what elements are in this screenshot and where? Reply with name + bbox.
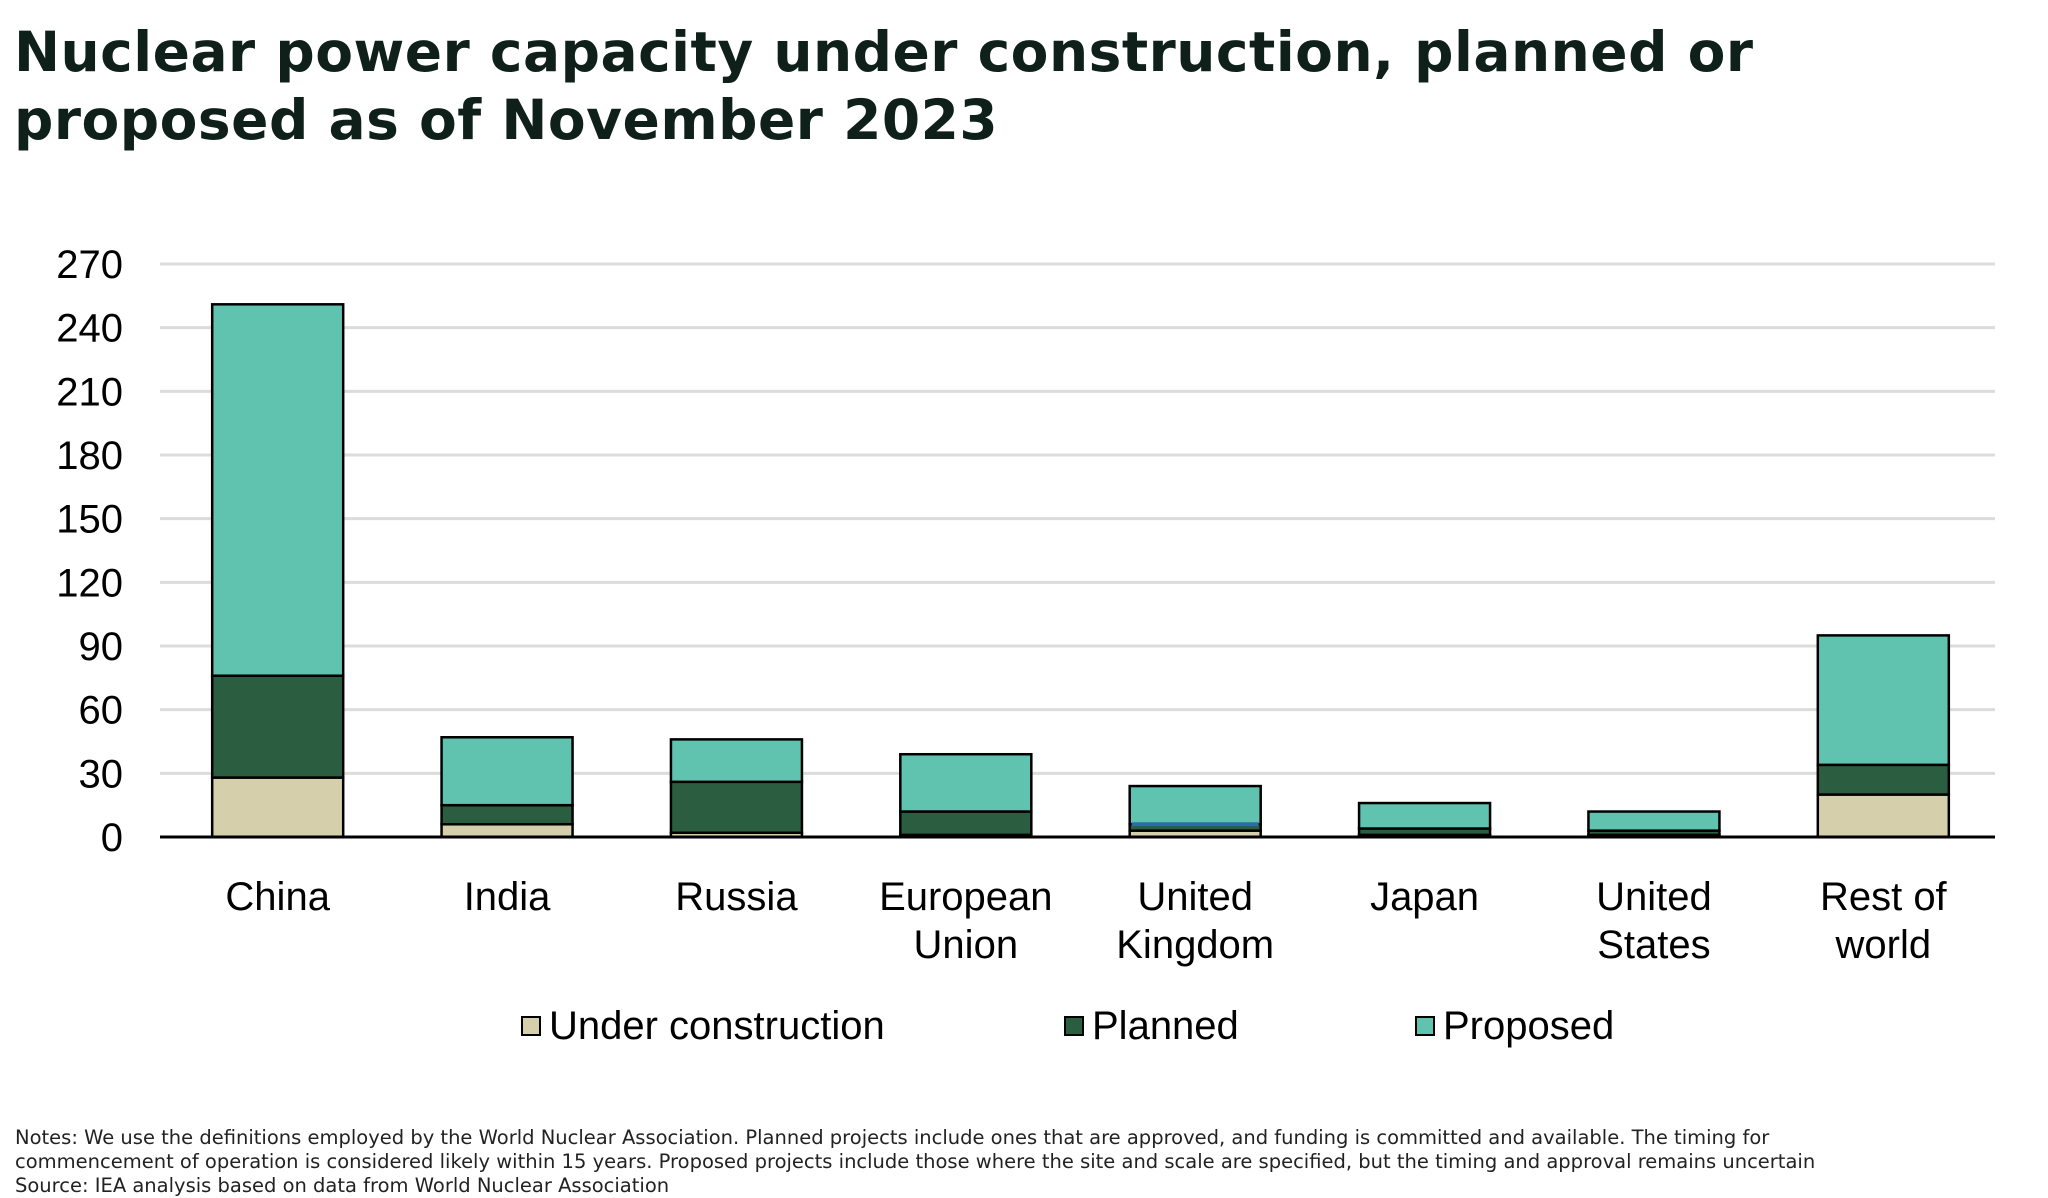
x-tick-label: Japan [1370, 875, 1479, 919]
legend-swatch-planned [1064, 1016, 1084, 1036]
y-tick-label: 90 [79, 625, 124, 669]
x-tick-label: United Kingdom [1116, 875, 1274, 967]
chart-area: 0 30 60 90 120 150 180 210 240 270 China India Russ… [56, 243, 1995, 967]
legend-label-proposed: Proposed [1443, 1003, 1615, 1048]
x-tick-label: China [225, 875, 330, 919]
y-tick-label: 60 [79, 689, 124, 733]
y-tick-label: 30 [79, 752, 124, 796]
bar-segment-under-construction [440, 823, 574, 839]
y-tick-label: 120 [56, 561, 123, 605]
bar-segment-planned [1816, 763, 1951, 796]
bar-segment-planned [440, 803, 574, 826]
bar-segment-planned [210, 674, 345, 779]
legend-swatch-proposed [1415, 1016, 1435, 1036]
y-tick-label: 240 [56, 307, 123, 351]
x-tick-label: India [464, 875, 551, 919]
bars [210, 303, 1951, 839]
bar-segment-planned [669, 780, 804, 835]
y-tick-label: 270 [56, 243, 123, 287]
legend-item-proposed: Proposed [1415, 996, 1614, 1056]
legend: Under construction Planned Proposed [0, 996, 2048, 1056]
bar-segment-proposed [899, 752, 1033, 813]
x-tick-label: European Union [879, 875, 1052, 967]
notes: Notes: We use the definitions employed b… [15, 1126, 2025, 1198]
legend-label-under-construction: Under construction [549, 1003, 885, 1048]
x-tick-label: United States [1596, 875, 1712, 967]
x-axis-labels: China India Russia European Union United Kingd… [225, 875, 1947, 967]
bar-segment-under-construction [210, 776, 345, 839]
y-tick-label: 180 [56, 434, 123, 478]
source-line: Source: IEA analysis based on data from … [15, 1174, 670, 1197]
legend-swatch-under-construction [521, 1016, 541, 1036]
bar-segment-under-construction [1816, 793, 1951, 839]
bar-segment-proposed [210, 303, 345, 677]
bar-segment-planned [899, 810, 1033, 837]
bar-segment-proposed [1816, 634, 1951, 767]
y-axis-ticks: 0 30 60 90 120 150 180 210 240 270 [56, 243, 123, 860]
bar-segment-proposed [669, 738, 804, 784]
bar-segment-proposed [1357, 801, 1492, 830]
bar-segment-proposed [1128, 784, 1262, 826]
bar-segment-proposed [440, 736, 574, 807]
chart-title: Nuclear power capacity under constructio… [14, 20, 1754, 152]
x-tick-label: Russia [675, 875, 798, 919]
y-tick-label: 150 [56, 498, 123, 542]
notes-line-2: commencement of operation is considered … [15, 1150, 1816, 1173]
y-tick-label: 210 [56, 370, 123, 414]
gridlines [160, 262, 1995, 775]
notes-line-1: Notes: We use the definitions employed b… [15, 1126, 1770, 1149]
x-tick-label: Rest of world [1820, 875, 1948, 967]
legend-item-planned: Planned [1064, 996, 1239, 1056]
bar-segment-proposed [1587, 810, 1721, 832]
legend-item-under-construction: Under construction [521, 996, 885, 1056]
y-tick-label: 0 [101, 816, 123, 860]
legend-label-planned: Planned [1092, 1003, 1239, 1048]
